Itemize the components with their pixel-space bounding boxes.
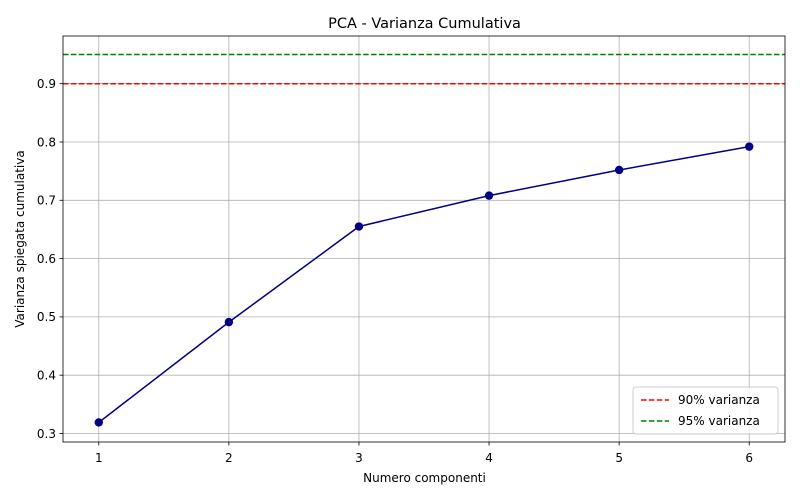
y-tick-label: 0.4: [37, 368, 56, 382]
legend: 90% varianza 95% varianza: [632, 386, 779, 435]
y-tick-label: 0.6: [37, 252, 56, 266]
data-point-4: [484, 191, 494, 200]
data-point-5: [614, 165, 624, 175]
y-axis-label: Varianza spiegata cumulativa: [13, 150, 27, 327]
y-tick-label: 0.8: [37, 135, 56, 149]
x-tick-label: 2: [225, 451, 233, 465]
y-tick-label: 0.7: [37, 194, 56, 208]
x-tick-label: 6: [745, 451, 753, 465]
x-axis-label: Numero componenti: [363, 471, 486, 485]
plot-frame: [62, 35, 786, 443]
x-axis-ticks: 1 2 3 4 5 6: [95, 442, 753, 465]
x-tick-label: 1: [95, 451, 103, 465]
chart-title: PCA - Varianza Cumulativa: [328, 16, 521, 32]
legend-label-90: 90% varianza: [678, 393, 760, 407]
y-tick-label: 0.5: [37, 310, 56, 324]
legend-label-95: 95% varianza: [678, 414, 760, 428]
plot-area: [63, 36, 785, 442]
x-tick-label: 4: [485, 451, 493, 465]
data-point-1: [94, 418, 103, 427]
series-layer: [94, 142, 754, 427]
reference-lines: [63, 53, 785, 85]
data-point-2: [224, 317, 234, 327]
series-line: [98, 145, 750, 424]
data-point-6: [745, 142, 754, 151]
y-tick-label: 0.9: [37, 77, 56, 91]
x-tick-label: 5: [615, 451, 623, 465]
x-tick-label: 3: [355, 451, 363, 465]
data-point-3: [354, 222, 364, 231]
y-axis-ticks: 0.3 0.4 0.5 0.6 0.7 0.8 0.9: [37, 77, 63, 441]
legend-box: [632, 386, 779, 435]
y-tick-label: 0.3: [37, 427, 56, 441]
